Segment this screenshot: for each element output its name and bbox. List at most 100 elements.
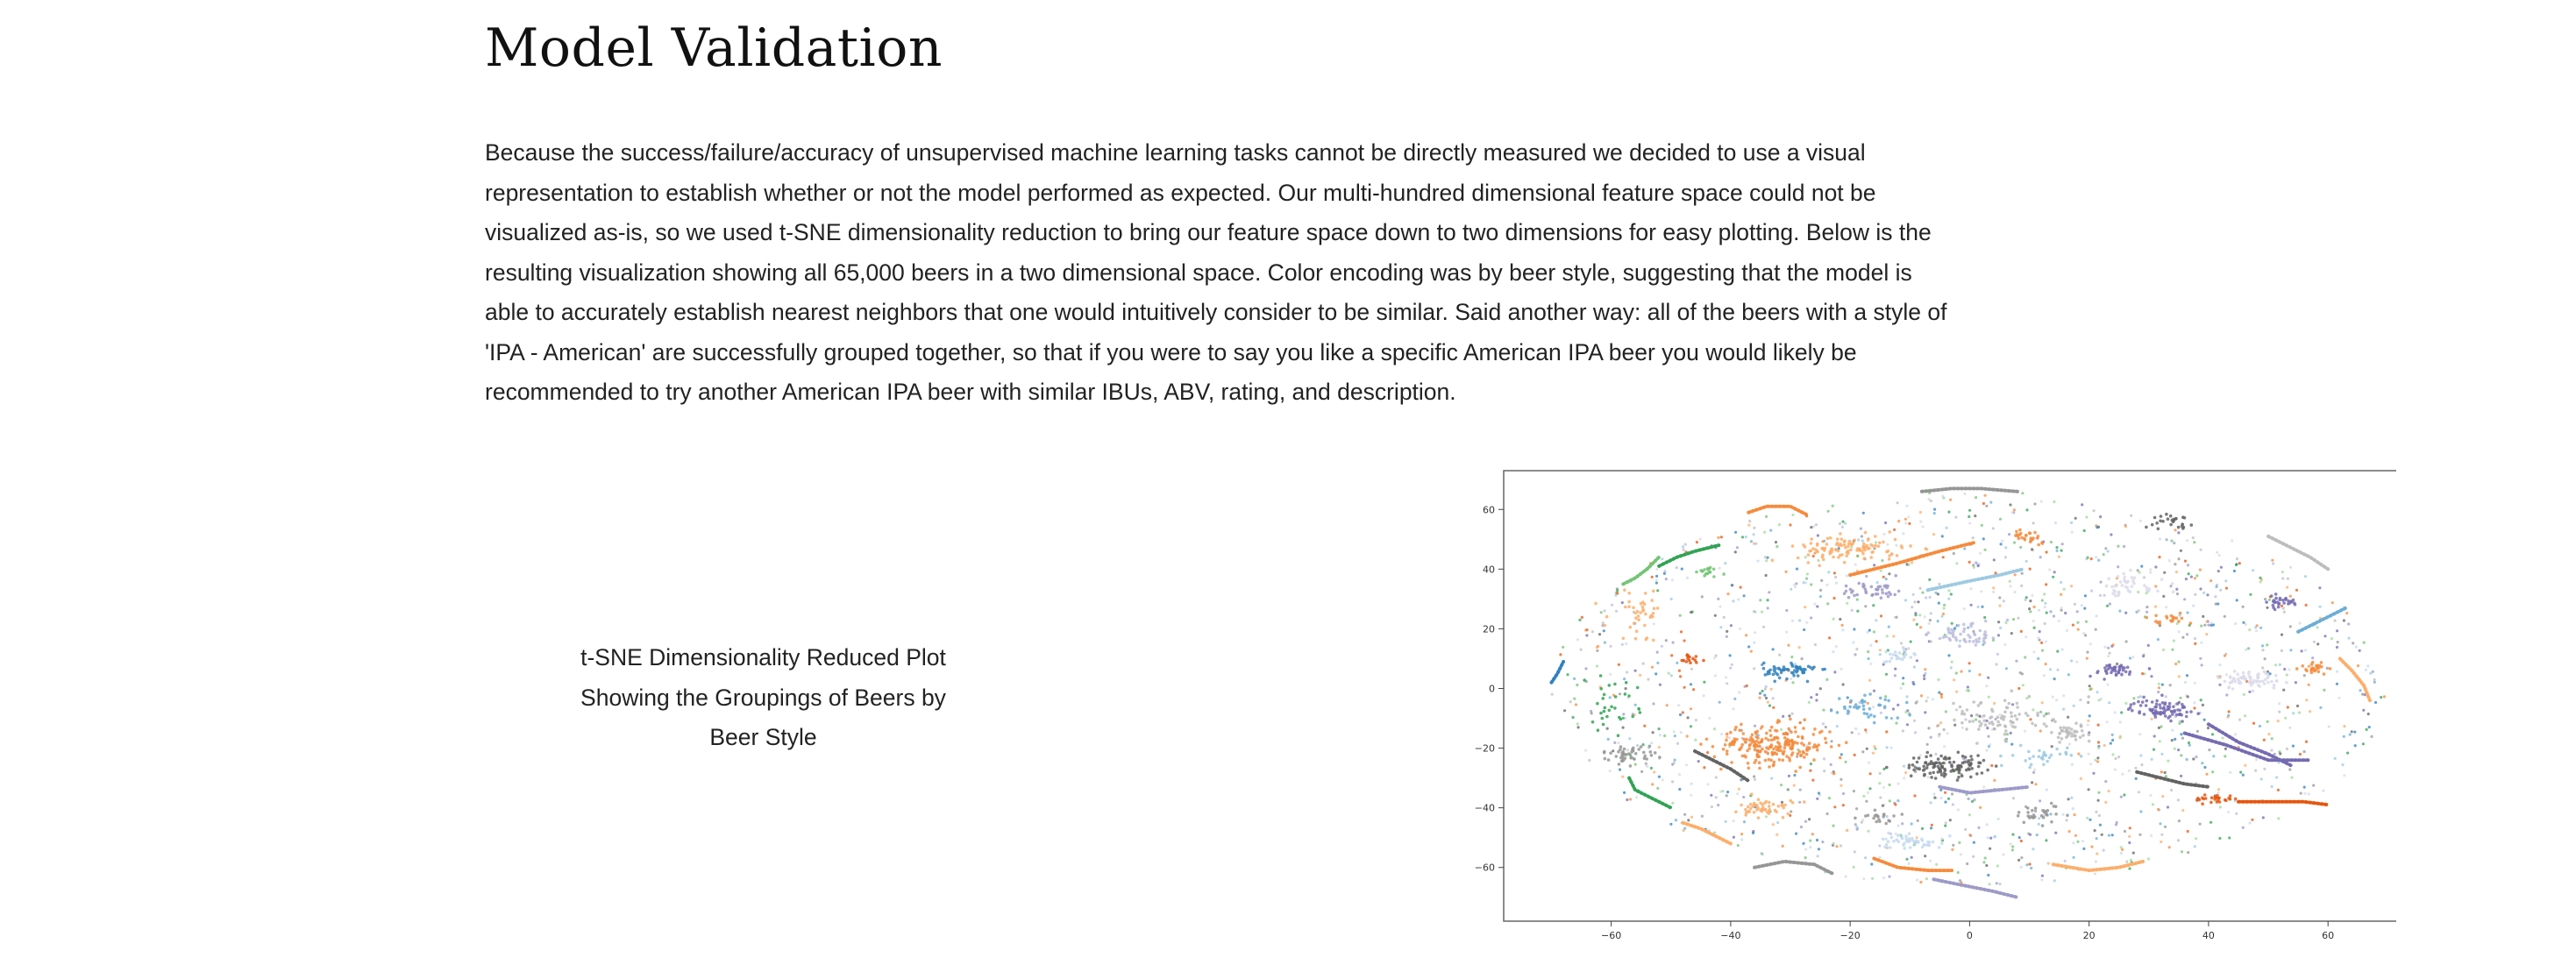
scatter-point <box>1939 770 1943 774</box>
scatter-point <box>2289 649 2293 652</box>
scatter-point <box>1879 569 1882 572</box>
scatter-point <box>1611 603 1614 607</box>
scatter-point <box>2017 836 2021 840</box>
scatter-point <box>2034 809 2038 812</box>
scatter-point <box>1828 636 1832 640</box>
scatter-point <box>1708 571 1711 574</box>
scatter-point <box>2024 598 2027 601</box>
scatter-point <box>1635 685 1640 690</box>
scatter-point <box>2269 594 2274 598</box>
scatter-point <box>1934 752 1938 756</box>
scatter-point <box>1735 546 1739 550</box>
scatter-point <box>1947 510 1951 514</box>
scatter-point <box>2330 637 2333 641</box>
scatter-point <box>1697 760 1700 763</box>
scatter-point <box>1725 676 1728 679</box>
scatter-point <box>1840 525 1844 529</box>
scatter-point <box>1884 649 1888 654</box>
scatter-point <box>2104 780 2108 784</box>
scatter-point <box>1605 727 1609 730</box>
scatter-point <box>2031 593 2034 597</box>
scatter-point <box>1694 655 1698 658</box>
scatter-point <box>1938 636 1942 641</box>
scatter-point <box>2333 619 2337 622</box>
scatter-point <box>1767 800 1771 805</box>
scatter-point <box>1915 659 1918 663</box>
scatter-point <box>1802 841 1805 845</box>
scatter-point <box>2181 527 2185 530</box>
scatter-point <box>2177 749 2181 752</box>
scatter-point <box>1819 588 1823 592</box>
scatter-point <box>1895 615 1898 619</box>
scatter-point <box>1761 725 1764 728</box>
scatter-point <box>1758 692 1762 695</box>
scatter-point <box>2318 586 2322 590</box>
scatter-point <box>1678 787 1682 791</box>
scatter-point <box>2025 596 2028 600</box>
scatter-point <box>1809 665 1812 670</box>
scatter-point <box>1837 543 1841 548</box>
scatter-point <box>2011 618 2016 621</box>
scatter-point <box>2026 806 2030 810</box>
scatter-point <box>1616 589 1619 592</box>
scatter-point <box>2263 657 2266 661</box>
scatter-point <box>1845 554 1848 557</box>
scatter-point <box>1740 742 1744 747</box>
scatter-point <box>2081 734 2085 737</box>
scatter-point <box>2107 655 2110 658</box>
scatter-point <box>2143 672 2146 676</box>
scatter-point <box>2157 691 2160 694</box>
scatter-point <box>1864 814 1868 818</box>
scatter-point <box>2198 822 2202 826</box>
scatter-point <box>1654 578 1658 582</box>
scatter-point <box>2272 686 2276 690</box>
scatter-point <box>1946 732 1949 735</box>
scatter-point <box>1763 807 1768 812</box>
scatter-point <box>2117 670 2121 674</box>
scatter-point <box>1912 768 1916 772</box>
scatter-point <box>2038 608 2041 612</box>
scatter-point <box>2138 710 2141 713</box>
scatter-point <box>1989 847 1992 850</box>
scatter-point <box>2169 620 2174 623</box>
scatter-point <box>1869 585 1874 589</box>
scatter-point <box>1766 599 1769 602</box>
scatter-point <box>1982 861 1986 864</box>
scatter-point <box>1989 715 1994 719</box>
scatter-point <box>1861 700 1864 705</box>
scatter-point <box>1963 756 1968 759</box>
scatter-point <box>1733 550 1737 554</box>
scatter-point <box>1844 521 1847 525</box>
scatter-point <box>2162 710 2166 714</box>
scatter-point <box>2044 663 2047 666</box>
scatter-point <box>1820 555 1825 559</box>
scatter-point <box>1854 823 1857 827</box>
scatter-point <box>1613 741 1617 744</box>
scatter-point <box>2265 600 2268 604</box>
scatter-point <box>1889 552 1894 556</box>
scatter-point <box>2193 681 2196 685</box>
scatter-point <box>1754 735 1759 739</box>
scatter-point <box>2096 852 2099 855</box>
scatter-point <box>2247 680 2251 685</box>
scatter-point <box>2238 718 2242 721</box>
scatter-point <box>2266 680 2270 685</box>
scatter-point <box>2353 730 2357 734</box>
scatter-point <box>1950 792 1954 796</box>
scatter-point <box>2267 733 2271 736</box>
scatter-point <box>2160 683 2164 686</box>
scatter-point <box>2303 791 2307 795</box>
scatter-point <box>2180 713 2183 717</box>
scatter-point <box>1913 842 1917 846</box>
scatter-point <box>1811 833 1814 836</box>
scatter-point <box>1766 607 1769 610</box>
scatter-point <box>2277 817 2281 820</box>
scatter-point <box>1726 629 1729 633</box>
scatter-point <box>2032 521 2035 525</box>
scatter-point <box>1911 836 1914 841</box>
scatter-point <box>1621 775 1625 778</box>
scatter-point <box>1946 797 1951 800</box>
scatter-point <box>2234 733 2238 736</box>
scatter-point <box>1808 746 1811 749</box>
scatter-point <box>1972 565 1975 569</box>
